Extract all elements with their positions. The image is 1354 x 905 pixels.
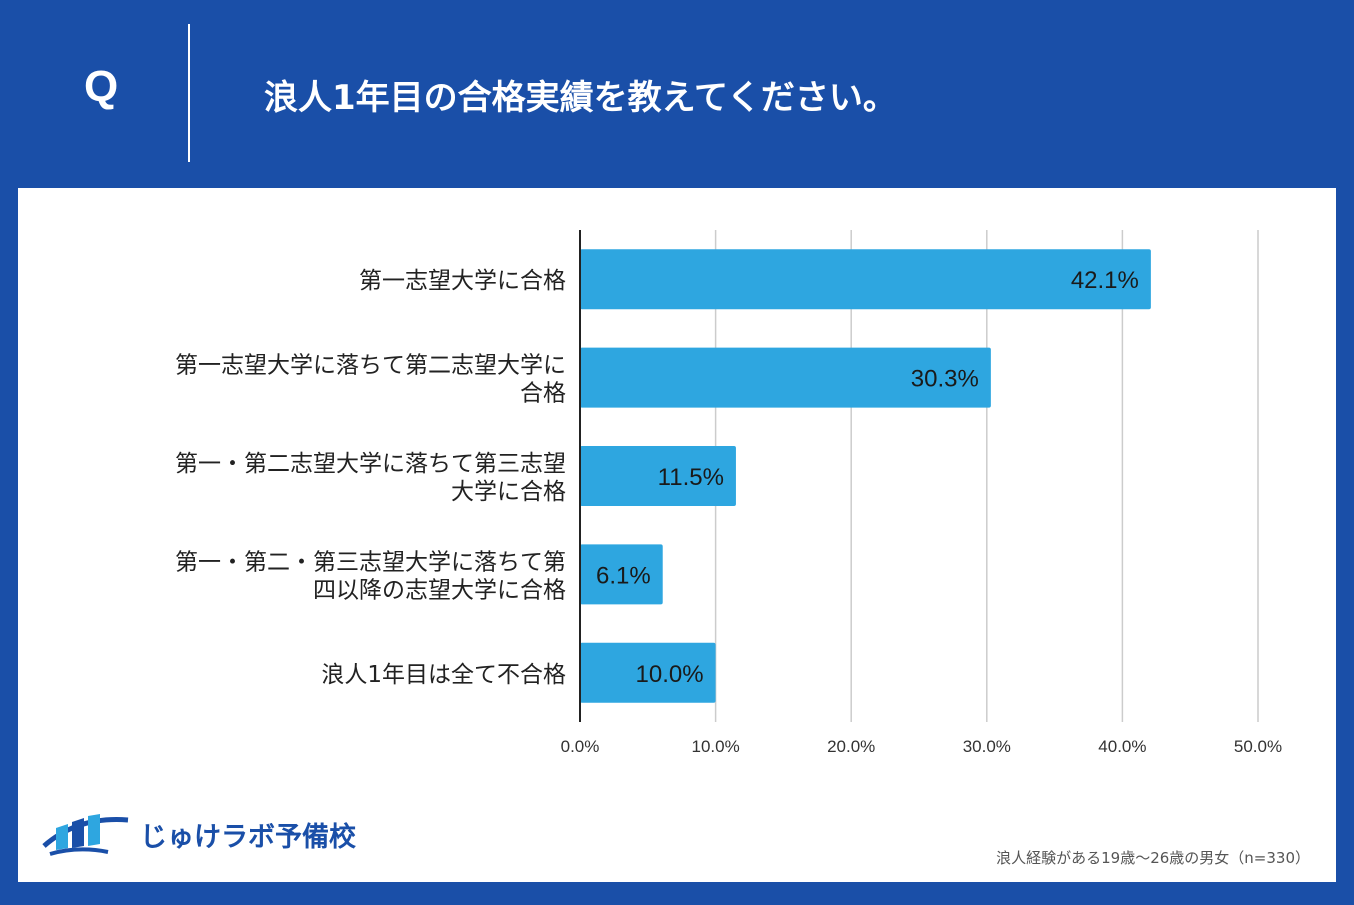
x-tick-label: 30.0% bbox=[963, 737, 1011, 756]
header-divider bbox=[188, 24, 190, 162]
category-label: 第一志望大学に合格 bbox=[359, 268, 566, 294]
bar bbox=[580, 249, 1151, 310]
data-label: 42.1% bbox=[1071, 267, 1139, 294]
category-label: 第一志望大学に落ちて第二志望大学に bbox=[175, 353, 566, 379]
data-label: 6.1% bbox=[596, 562, 651, 589]
category-label: 第一・第二・第三志望大学に落ちて第 bbox=[175, 549, 566, 575]
category-label: 四以降の志望大学に合格 bbox=[313, 577, 566, 603]
category-label: 大学に合格 bbox=[451, 479, 566, 505]
logo: じゅけラボ予備校 bbox=[38, 806, 356, 862]
question-label: Q bbox=[84, 62, 119, 111]
logo-text: じゅけラボ予備校 bbox=[140, 821, 356, 853]
bar-chart: 0.0% 10.0% 20.0% 30.0% 40.0% 50.0% 42.1% 第一志望大学… bbox=[175, 230, 1282, 756]
x-tick-label: 0.0% bbox=[561, 737, 600, 756]
data-label: 30.3% bbox=[911, 366, 979, 393]
x-tick-label: 40.0% bbox=[1098, 737, 1146, 756]
category-label: 合格 bbox=[520, 381, 566, 407]
data-label: 11.5% bbox=[658, 464, 724, 491]
category-label: 浪人1年目は全て不合格 bbox=[321, 662, 566, 688]
sample-note: 浪人経験がある19歳～26歳の男女（n=330） bbox=[996, 849, 1310, 867]
category-label: 第一・第二志望大学に落ちて第三志望 bbox=[175, 451, 566, 477]
bar bbox=[580, 544, 663, 605]
book-logo-icon bbox=[42, 814, 129, 856]
x-tick-label: 20.0% bbox=[827, 737, 875, 756]
bar bbox=[580, 446, 736, 506]
page-title: 浪人1年目の合格実績を教えてください。 bbox=[264, 78, 897, 118]
x-tick-label: 10.0% bbox=[691, 737, 739, 756]
x-tick-label: 50.0% bbox=[1234, 737, 1282, 756]
data-label: 10.0% bbox=[636, 661, 704, 688]
bar bbox=[580, 347, 991, 408]
bar bbox=[580, 642, 716, 703]
chart-panel: 0.0% 10.0% 20.0% 30.0% 40.0% 50.0% 42.1% 第一志望大学… bbox=[18, 188, 1336, 882]
